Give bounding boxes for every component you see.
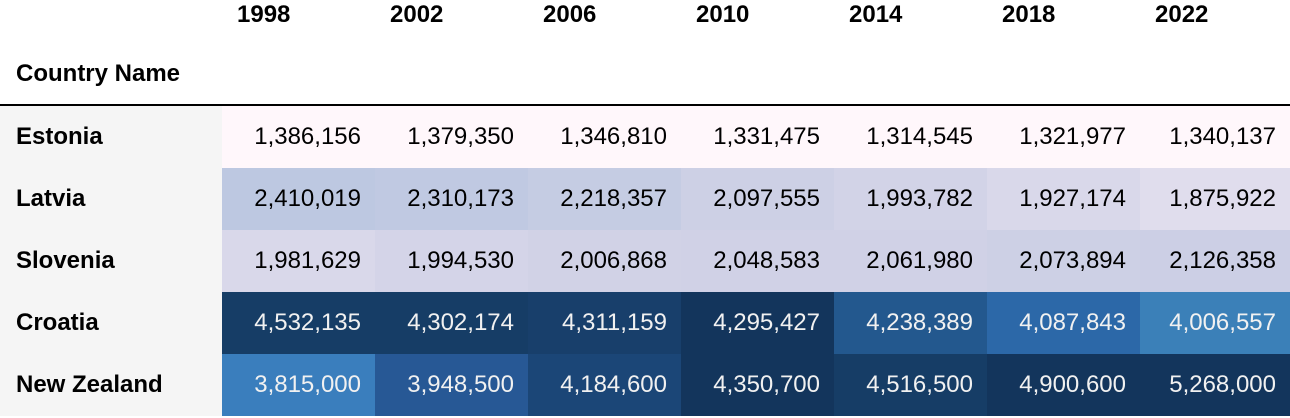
table-cell: 4,006,557: [1140, 292, 1290, 354]
table-cell: 4,184,600: [528, 354, 681, 416]
table-cell: 4,302,174: [375, 292, 528, 354]
table-cell: 5,268,000: [1140, 354, 1290, 416]
table-cell: 4,516,500: [834, 354, 987, 416]
table-cell: 4,350,700: [681, 354, 834, 416]
row-label-croatia: Croatia: [0, 292, 222, 354]
index-header: Country Name: [16, 60, 181, 87]
row-label-slovenia: Slovenia: [0, 230, 222, 292]
table-cell: 4,532,135: [222, 292, 375, 354]
table-cell: 2,061,980: [834, 230, 987, 292]
column-header-2022: 2022: [1155, 1, 1209, 28]
row-label-new-zealand: New Zealand: [0, 354, 222, 416]
table-cell: 1,314,545: [834, 106, 987, 168]
column-header-2018: 2018: [1002, 1, 1056, 28]
table-cell: 3,948,500: [375, 354, 528, 416]
table-cell: 1,379,350: [375, 106, 528, 168]
table-cell: 4,238,389: [834, 292, 987, 354]
table-cell: 1,346,810: [528, 106, 681, 168]
table-cell: 2,126,358: [1140, 230, 1290, 292]
header-divider: [0, 104, 1290, 106]
table-cell: 2,410,019: [222, 168, 375, 230]
table-cell: 1,994,530: [375, 230, 528, 292]
table-cell: 1,340,137: [1140, 106, 1290, 168]
column-header-2006: 2006: [543, 1, 597, 28]
table-cell: 4,900,600: [987, 354, 1140, 416]
table-cell: 1,927,174: [987, 168, 1140, 230]
table-cell: 2,097,555: [681, 168, 834, 230]
column-header-2014: 2014: [849, 1, 903, 28]
row-label-estonia: Estonia: [0, 106, 222, 168]
table-cell: 2,006,868: [528, 230, 681, 292]
table-cell: 2,048,583: [681, 230, 834, 292]
table-cell: 1,981,629: [222, 230, 375, 292]
table-cell: 1,993,782: [834, 168, 987, 230]
table-cell: 4,295,427: [681, 292, 834, 354]
table-cell: 4,087,843: [987, 292, 1140, 354]
table-cell: 2,073,894: [987, 230, 1140, 292]
column-header-2002: 2002: [390, 1, 444, 28]
table-cell: 2,310,173: [375, 168, 528, 230]
row-label-latvia: Latvia: [0, 168, 222, 230]
table-cell: 1,386,156: [222, 106, 375, 168]
table-cell: 3,815,000: [222, 354, 375, 416]
table-cell: 1,875,922: [1140, 168, 1290, 230]
table-cell: 1,331,475: [681, 106, 834, 168]
table-cell: 4,311,159: [528, 292, 681, 354]
column-header-2010: 2010: [696, 1, 750, 28]
column-header-1998: 1998: [237, 1, 291, 28]
table-cell: 1,321,977: [987, 106, 1140, 168]
table-cell: 2,218,357: [528, 168, 681, 230]
